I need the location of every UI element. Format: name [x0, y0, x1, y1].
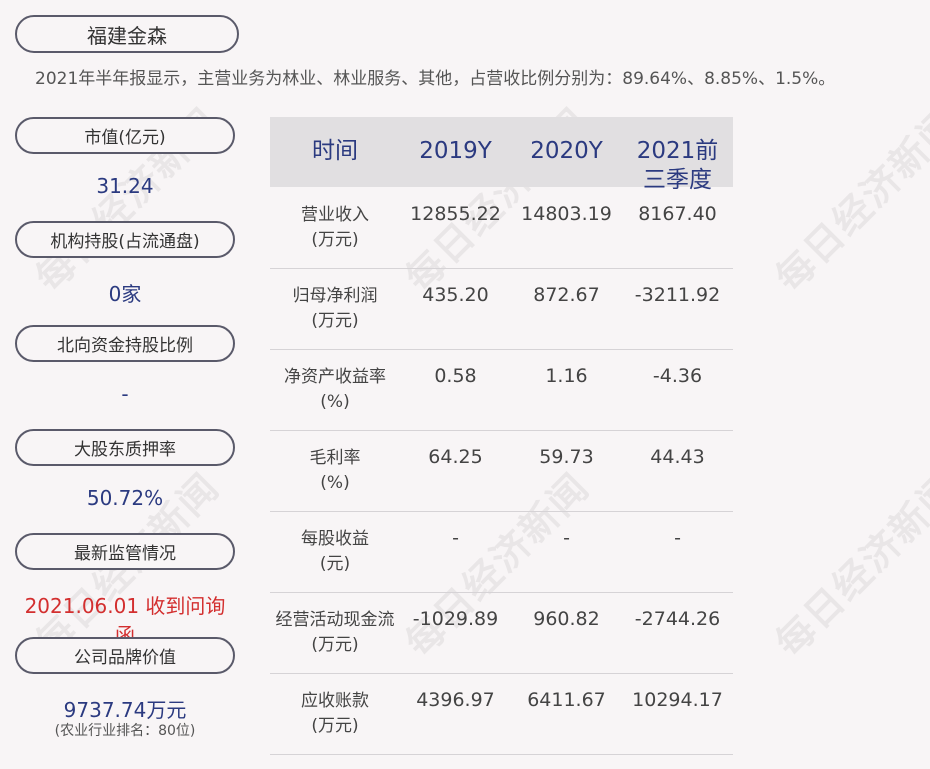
- row-value: 0.58: [434, 365, 477, 387]
- header-2020: 2020Y: [530, 138, 603, 164]
- row-value: -1029.89: [412, 608, 499, 630]
- header-2021q3: 2021前 三季度: [636, 138, 719, 193]
- row-value: 8167.40: [638, 203, 717, 225]
- row-label: 每股收益 (元): [301, 529, 369, 574]
- metric-label-institutional: 机构持股(占流通盘): [15, 221, 235, 258]
- company-name: 福建金森: [15, 15, 239, 53]
- row-value: -: [563, 527, 570, 549]
- header-time: 时间: [312, 138, 358, 164]
- row-value: -: [452, 527, 459, 549]
- metric-value-pledge: 50.72%: [86, 486, 164, 510]
- watermark: 每日经济新闻: [767, 464, 930, 666]
- metric-value-market-cap: 31.24: [96, 174, 154, 198]
- row-value: -4.36: [652, 365, 703, 387]
- row-value: 14803.19: [521, 203, 612, 225]
- table-row: 毛利率 (%) 64.25 59.73 44.43: [270, 430, 733, 512]
- row-label: 毛利率 (%): [309, 448, 361, 493]
- row-label: 经营活动现金流 (万元): [275, 610, 395, 655]
- metric-value-institutional: 0家: [108, 282, 142, 306]
- table-row: 营业收入 (万元) 12855.22 14803.19 8167.40: [270, 187, 733, 269]
- row-label: 营业收入 (万元): [301, 205, 369, 250]
- table-row: 归母净利润 (万元) 435.20 872.67 -3211.92: [270, 268, 733, 350]
- row-value: 10294.17: [632, 689, 723, 711]
- row-value: 6411.67: [527, 689, 606, 711]
- table-row: 净资产收益率 (%) 0.58 1.16 -4.36: [270, 349, 733, 431]
- row-label: 应收账款 (万元): [301, 691, 369, 736]
- row-value: 12855.22: [410, 203, 501, 225]
- row-value: 435.20: [422, 284, 489, 306]
- row-label: 归母净利润 (万元): [292, 286, 378, 331]
- metric-label-pledge: 大股东质押率: [15, 429, 235, 466]
- metric-sub-brand: (农业行业排名：80位): [54, 723, 196, 739]
- row-value: -: [674, 527, 681, 549]
- metric-label-brand: 公司品牌价值: [15, 637, 235, 674]
- metric-label-regulation: 最新监管情况: [15, 533, 235, 570]
- row-value: 44.43: [650, 446, 705, 468]
- row-value: -3211.92: [634, 284, 721, 306]
- metric-value-northbound: -: [121, 382, 129, 406]
- table-header: 时间 2019Y 2020Y 2021前 三季度: [270, 117, 733, 193]
- metric-label-northbound: 北向资金持股比例: [15, 325, 235, 362]
- table-row: 经营活动现金流 (万元) -1029.89 960.82 -2744.26: [270, 592, 733, 674]
- header-2019: 2019Y: [419, 138, 492, 164]
- table-row: 每股收益 (元) - - -: [270, 511, 733, 593]
- row-value: 4396.97: [416, 689, 495, 711]
- row-value: 872.67: [533, 284, 600, 306]
- summary-text: 2021年半年报显示，主营业务为林业、林业服务、其他，占营收比例分别为：89.6…: [35, 69, 836, 89]
- metric-label-market-cap: 市值(亿元): [15, 117, 235, 154]
- row-value: -2744.26: [634, 608, 721, 630]
- watermark: 每日经济新闻: [767, 99, 930, 301]
- row-value: 59.73: [539, 446, 594, 468]
- row-label: 净资产收益率 (%): [284, 367, 386, 412]
- row-value: 64.25: [428, 446, 483, 468]
- row-value: 960.82: [533, 608, 600, 630]
- table-row: 应收账款 (万元) 4396.97 6411.67 10294.17: [270, 673, 733, 755]
- row-value: 1.16: [545, 365, 588, 387]
- metric-value-brand: 9737.74万元: [63, 698, 187, 722]
